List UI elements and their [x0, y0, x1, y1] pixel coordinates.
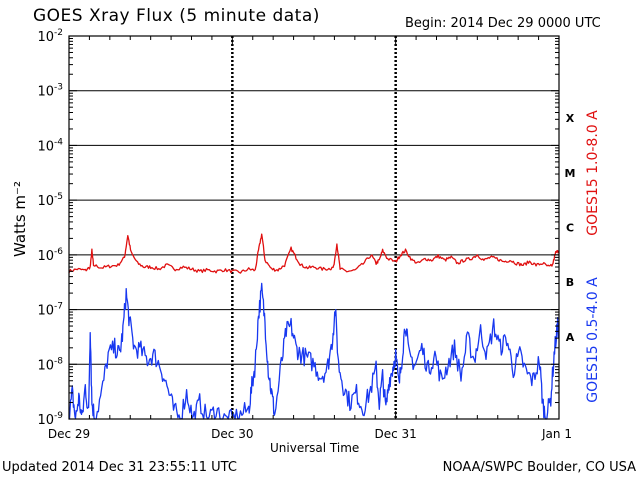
y-tick-label: 10-4 [37, 137, 63, 154]
flare-class-c: C [566, 222, 574, 235]
x-axis-title: Universal Time [270, 441, 360, 455]
x-tick-label: Dec 30 [211, 427, 253, 441]
flare-class-m: M [565, 167, 576, 180]
begin-time: Begin: 2014 Dec 29 0000 UTC [405, 16, 601, 31]
y-axis-title: Watts m⁻² [11, 181, 29, 257]
source-credit: NOAA/SWPC Boulder, CO USA [442, 460, 636, 475]
y-tick-label: 10-8 [37, 356, 63, 373]
x-tick-label: Jan 1 [541, 427, 572, 441]
legend-long-channel: GOES15 1.0-8.0 A [585, 110, 601, 236]
flare-class-x: X [566, 112, 575, 125]
legend-short-channel: GOES15 0.5-4.0 A [585, 277, 601, 403]
flare-class-b: B [566, 276, 574, 289]
series-line-1 [68, 282, 560, 420]
y-tick-label: 10-6 [37, 247, 63, 264]
y-tick-label: 10-7 [37, 302, 63, 319]
x-tick-label: Dec 29 [48, 427, 90, 441]
y-tick-label: 10-2 [37, 28, 63, 45]
flare-class-a: A [566, 331, 575, 344]
updated-timestamp: Updated 2014 Dec 31 23:55:11 UTC [2, 460, 237, 475]
y-tick-label: 10-9 [37, 411, 63, 428]
x-tick-label: Dec 31 [375, 427, 417, 441]
y-tick-label: 10-5 [37, 192, 63, 209]
chart-title: GOES Xray Flux (5 minute data) [33, 6, 320, 26]
series-line-0 [68, 233, 560, 274]
y-tick-label: 10-3 [37, 83, 63, 100]
plot-frame [68, 35, 560, 420]
